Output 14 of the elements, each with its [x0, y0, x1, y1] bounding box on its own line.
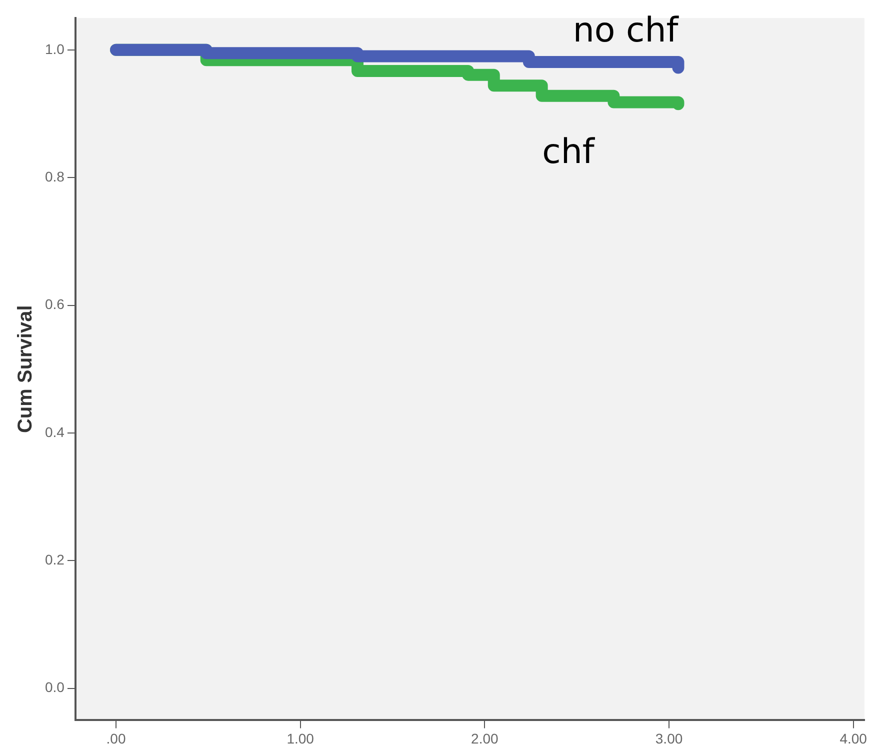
- y-axis-title: Cum Survival: [14, 305, 37, 434]
- y-tick-label: 0.8: [44, 168, 65, 184]
- x-tick-label: 3.00: [655, 730, 683, 746]
- series-label: chf: [542, 132, 596, 172]
- y-tick-label: 1.0: [44, 40, 65, 57]
- y-tick-label: 0.4: [44, 424, 65, 440]
- series-label: no chf: [572, 10, 680, 51]
- y-tick-label: 0.0: [44, 679, 65, 696]
- x-tick-label: 1.00: [286, 730, 314, 746]
- y-tick-label: 0.6: [44, 296, 65, 312]
- x-tick-label: .00: [106, 730, 126, 746]
- x-tick-label: 2.00: [471, 730, 499, 746]
- y-tick-label: 0.2: [44, 551, 65, 568]
- x-tick-label: 4.00: [840, 730, 868, 746]
